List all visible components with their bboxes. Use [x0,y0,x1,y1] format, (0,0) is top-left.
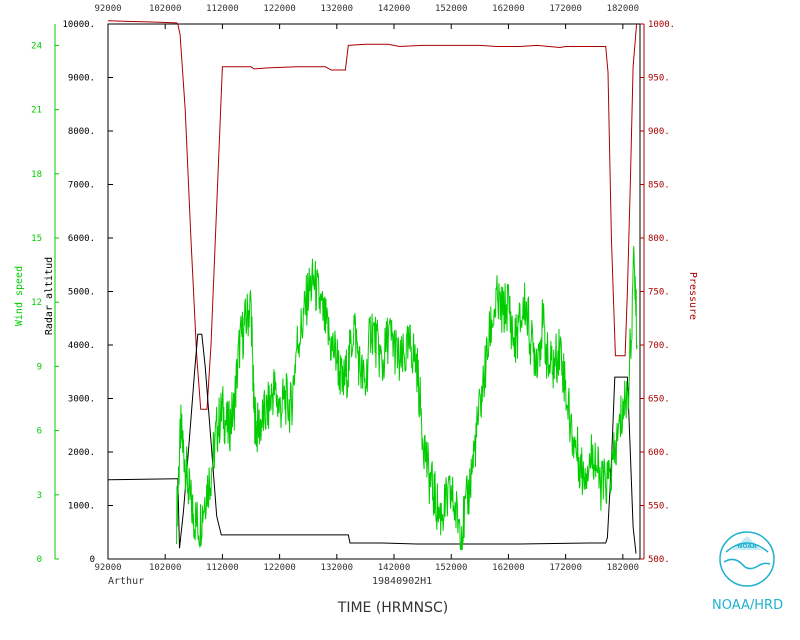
x-top-tick-label: 152000 [435,4,468,14]
pressure-tick-label: 850. [648,181,670,191]
wind-speed-axis-label: Wind speed [14,266,25,326]
radar-altitude-axis-label: Radar altitud [44,257,55,335]
x-tick-label: 182000 [607,563,640,573]
pressure-tick-label: 950. [648,74,670,84]
wind-tick-label: 18 [31,170,42,180]
pressure-tick-label: 800. [648,234,670,244]
x-top-tick-label: 122000 [263,4,296,14]
x-tick-label: 92000 [94,563,121,573]
pressure-tick-label: 900. [648,127,670,137]
x-tick-label: 152000 [435,563,468,573]
svg-text:NOAA: NOAA [737,543,757,550]
pressure-tick-label: 1000. [648,20,675,30]
storm-name: Arthur [108,576,144,587]
pressure-tick-label: 550. [648,502,670,512]
x-top-tick-label: 112000 [206,4,239,14]
wind-tick-label: 24 [31,41,42,51]
wind-speed-axis: 0 3 6 9 12 15 18 21 24 [31,24,59,565]
wind-tick-label: 12 [31,298,42,308]
altitude-tick-label: 5000. [68,288,95,298]
pressure-tick-label: 650. [648,395,670,405]
x-axis-title: TIME (HRMNSC) [337,600,448,616]
series-line-pressure [108,20,638,410]
wind-tick-label: 6 [37,427,42,437]
altitude-tick-label: 2000. [68,448,95,458]
wind-tick-label: 9 [37,362,42,372]
noaa-hrd-label: NOAA/HRD [712,598,784,613]
x-top-tick-label: 132000 [321,4,354,14]
wind-tick-label: 15 [31,234,42,244]
x-axis-top: 92000 102000 112000 122000 132000 142000 15200… [94,4,639,29]
altitude-tick-label: 10000. [62,20,95,30]
x-top-tick-label: 182000 [607,4,640,14]
x-tick-label: 142000 [378,563,411,573]
pressure-axis: 500. 550. 600. 650. 700. 750. 800. 850. 900. 950.… [640,20,675,565]
altitude-tick-label: 7000. [68,181,95,191]
x-tick-label: 112000 [206,563,239,573]
x-top-tick-label: 142000 [378,4,411,14]
wind-tick-label: 3 [37,491,42,501]
series-layer [108,20,638,554]
altitude-tick-label: 3000. [68,395,95,405]
series-line-wind-speed [176,245,638,551]
radar-altitude-axis: 0 1000. 2000. 3000. 4000. 5000. 6000. 7000. 8000… [62,20,113,565]
x-top-tick-label: 172000 [549,4,582,14]
pressure-axis-label: Pressure [687,272,698,320]
wind-tick-label: 0 [37,555,42,565]
wind-tick-label: 21 [31,106,42,116]
altitude-tick-label: 6000. [68,234,95,244]
altitude-tick-label: 0 [90,555,95,565]
x-top-tick-label: 92000 [94,4,121,14]
noaa-logo-icon: NOAA [719,531,775,587]
altitude-tick-label: 8000. [68,127,95,137]
x-top-tick-label: 162000 [492,4,525,14]
pressure-tick-label: 600. [648,448,670,458]
x-axis-bottom: 92000 102000 112000 122000 132000 142000 15200… [94,554,639,573]
x-tick-label: 162000 [492,563,525,573]
x-tick-label: 102000 [149,563,182,573]
x-tick-label: 132000 [321,563,354,573]
x-top-tick-label: 102000 [149,4,182,14]
pressure-tick-label: 750. [648,288,670,298]
pressure-tick-label: 500. [648,555,670,565]
altitude-tick-label: 9000. [68,74,95,84]
altitude-tick-label: 1000. [68,502,95,512]
flight-id: 19840902H1 [372,576,432,587]
x-tick-label: 172000 [549,563,582,573]
x-tick-label: 122000 [263,563,296,573]
pressure-tick-label: 700. [648,341,670,351]
altitude-tick-label: 4000. [68,341,95,351]
